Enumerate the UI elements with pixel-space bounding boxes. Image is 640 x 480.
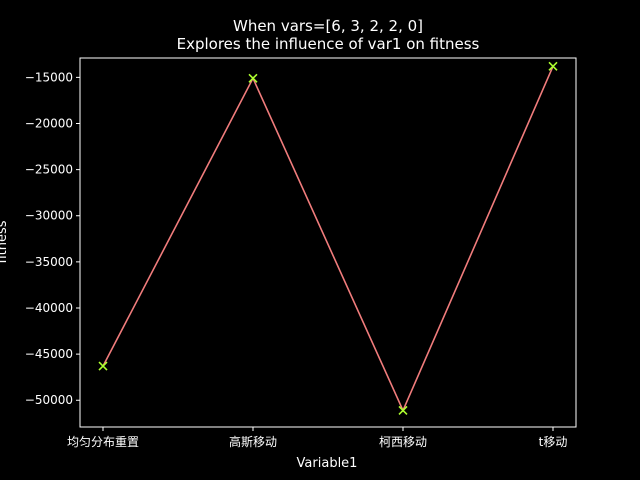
x-axis: 均匀分布重置 高斯移动 柯西移动 t移动 [67,427,567,449]
y-tick-label: −25000 [25,163,73,177]
y-axis-label: fitness [0,220,10,263]
y-axis: −50000 −45000 −40000 −35000 −30000 −25000 −200… [25,70,80,407]
x-tick-label: 高斯移动 [229,434,277,449]
x-tick-label: t移动 [539,435,568,449]
x-tick-label: 柯西移动 [379,435,427,449]
series-layer [98,61,558,415]
data-point-marker [98,361,108,371]
data-point-marker [548,61,558,71]
y-tick-label: −35000 [25,255,73,269]
data-point-marker [248,73,258,83]
data-point-marker [398,405,408,415]
y-tick-label: −15000 [25,70,73,84]
y-tick-label: −40000 [25,301,73,315]
y-tick-label: −20000 [25,116,73,130]
x-tick-label: 均匀分布重置 [67,435,139,449]
series-line [102,65,554,413]
y-tick-label: −50000 [25,393,73,407]
x-axis-label: Variable1 [297,456,358,471]
y-tick-label: −45000 [25,347,73,361]
plot-area [79,57,577,428]
y-tick-label: −30000 [25,209,73,223]
chart-title: When vars=[6, 3, 2, 2, 0] [233,17,423,35]
chart-subtitle: Explores the influence of var1 on fitnes… [177,35,480,53]
